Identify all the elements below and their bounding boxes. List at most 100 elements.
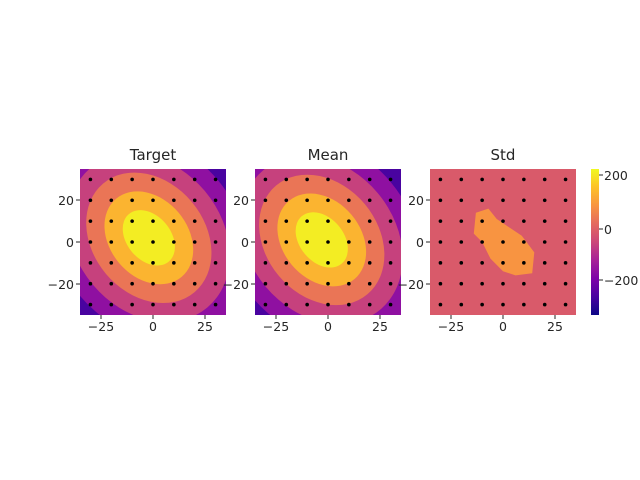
y-tick-label: −20 [223,277,249,292]
sample-point [459,198,464,203]
sample-point [130,261,134,265]
x-tick-label: 25 [372,319,388,334]
sample-point [542,302,547,307]
sample-point [388,240,393,244]
sample-point [542,240,547,244]
sample-point [151,281,155,286]
sample-point [151,240,155,244]
sample-points [88,177,218,307]
colorbar-tick-label: 0 [604,222,612,237]
sample-point [88,177,93,182]
sample-point [88,302,93,307]
panel-title: Std [491,146,516,164]
sample-point [213,261,218,265]
y-axis: 20 0 −20 [223,193,255,292]
sample-point [326,302,330,307]
panel-target: Target −25 0 25 20 0 −20 [48,146,226,334]
sample-point [388,261,393,265]
sample-points [263,177,393,307]
sample-point [501,261,505,265]
x-tick-label: −25 [438,319,464,334]
sample-point [480,261,484,265]
sample-point [284,302,289,307]
sample-point [130,302,134,307]
sample-point [347,261,351,265]
sample-point [438,198,443,203]
contour-band [122,210,175,266]
panel-title: Target [129,146,177,164]
x-axis: −25 0 25 [88,315,213,334]
sample-point [88,261,93,265]
sample-point [501,177,505,182]
sample-point [522,261,526,265]
sample-point [305,219,309,223]
sample-point [563,281,568,286]
sample-point [213,177,218,182]
sample-point [542,261,547,265]
sample-point [109,177,114,182]
sample-point [172,240,176,244]
sample-point [347,302,351,307]
panel-std: Std −25 0 25 20 0 −20 [398,146,576,334]
sample-point [501,219,505,223]
x-tick-label: 0 [499,319,507,334]
colorbar-tick-label: 200 [604,168,628,183]
sample-point [459,240,464,244]
sample-point [326,177,330,182]
sample-point [109,302,114,307]
sample-point [388,219,393,223]
sample-point [213,240,218,244]
sample-points [438,177,568,307]
sample-point [326,281,330,286]
sample-point [284,281,289,286]
sample-point [213,198,218,203]
sample-point [130,177,134,182]
sample-point [563,177,568,182]
sample-point [192,198,197,203]
sample-point [459,281,464,286]
sample-point [88,198,93,203]
sample-point [347,198,351,203]
sample-point [542,198,547,203]
y-tick-label: 0 [241,235,249,250]
sample-point [522,302,526,307]
sample-point [88,281,93,286]
sample-point [88,240,93,244]
contour-plot [255,169,401,315]
sample-point [438,240,443,244]
sample-point [305,281,309,286]
sample-point [192,281,197,286]
sample-point [480,177,484,182]
sample-point [438,219,443,223]
sample-point [109,219,114,223]
y-tick-label: 20 [233,193,249,208]
sample-point [480,198,484,203]
sample-point [109,281,114,286]
sample-point [347,240,351,244]
x-tick-label: −25 [263,319,289,334]
sample-point [263,240,268,244]
panel-title: Mean [308,146,349,164]
sample-point [563,302,568,307]
sample-point [263,177,268,182]
sample-point [563,198,568,203]
sample-point [172,281,176,286]
contour-band [295,212,348,268]
sample-point [501,302,505,307]
sample-point [522,281,526,286]
sample-point [522,198,526,203]
sample-point [480,281,484,286]
sample-point [522,219,526,223]
sample-point [151,198,155,203]
sample-point [347,281,351,286]
sample-point [130,198,134,203]
x-axis: −25 0 25 [263,315,388,334]
sample-point [88,219,93,223]
sample-point [542,219,547,223]
sample-point [151,302,155,307]
sample-point [459,261,464,265]
sample-point [480,219,484,223]
sample-point [305,240,309,244]
y-tick-label: −20 [48,277,74,292]
